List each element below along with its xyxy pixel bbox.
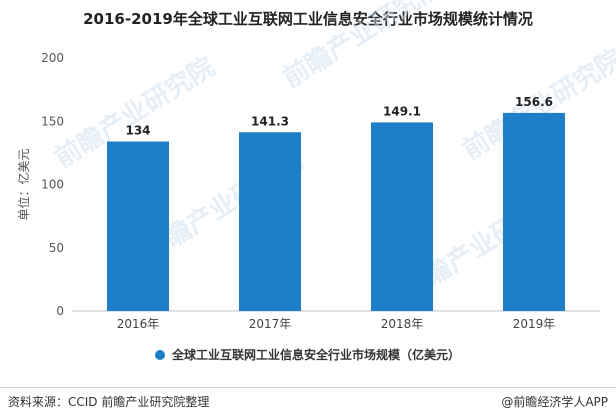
bar-value-label: 149.1 <box>383 104 421 118</box>
y-tick-label: 200 <box>41 51 64 65</box>
bar <box>107 141 169 311</box>
bar <box>371 122 433 312</box>
bar-value-label: 134 <box>125 123 150 137</box>
y-tick-label: 150 <box>41 114 64 128</box>
legend-label: 全球工业互联网工业信息安全行业市场规模（亿美元） <box>171 347 460 362</box>
y-tick-label: 100 <box>41 178 64 192</box>
x-tick-label: 2018年 <box>381 317 424 331</box>
bar-value-label: 156.6 <box>515 95 553 109</box>
y-tick-label: 0 <box>56 304 64 318</box>
x-tick-label: 2019年 <box>513 317 556 331</box>
legend: 全球工业互联网工业信息安全行业市场规模（亿美元） <box>155 347 460 362</box>
legend-marker <box>155 350 165 360</box>
bars: 134 2016年 141.3 2017年 149.1 2018年 156.6 2019年 <box>107 95 565 331</box>
bar <box>239 132 301 311</box>
footer: 资料来源：CCID 前瞻产业研究院整理 @前瞻经济学人APP <box>0 387 616 412</box>
chart-title: 2016-2019年全球工业互联网工业信息安全行业市场规模统计情况 <box>83 10 533 28</box>
brand-credit: @前瞻经济学人APP <box>501 395 608 409</box>
x-tick-label: 2016年 <box>117 317 160 331</box>
bar <box>503 112 565 311</box>
bar-value-label: 141.3 <box>251 114 289 128</box>
y-axis-label: 单位：亿美元 <box>16 148 31 220</box>
watermark-text: 前瞻产业研究院 <box>277 0 448 94</box>
source-note: 资料来源：CCID 前瞻产业研究院整理 <box>8 395 210 409</box>
y-tick-label: 50 <box>49 241 64 255</box>
x-tick-label: 2017年 <box>249 317 292 331</box>
